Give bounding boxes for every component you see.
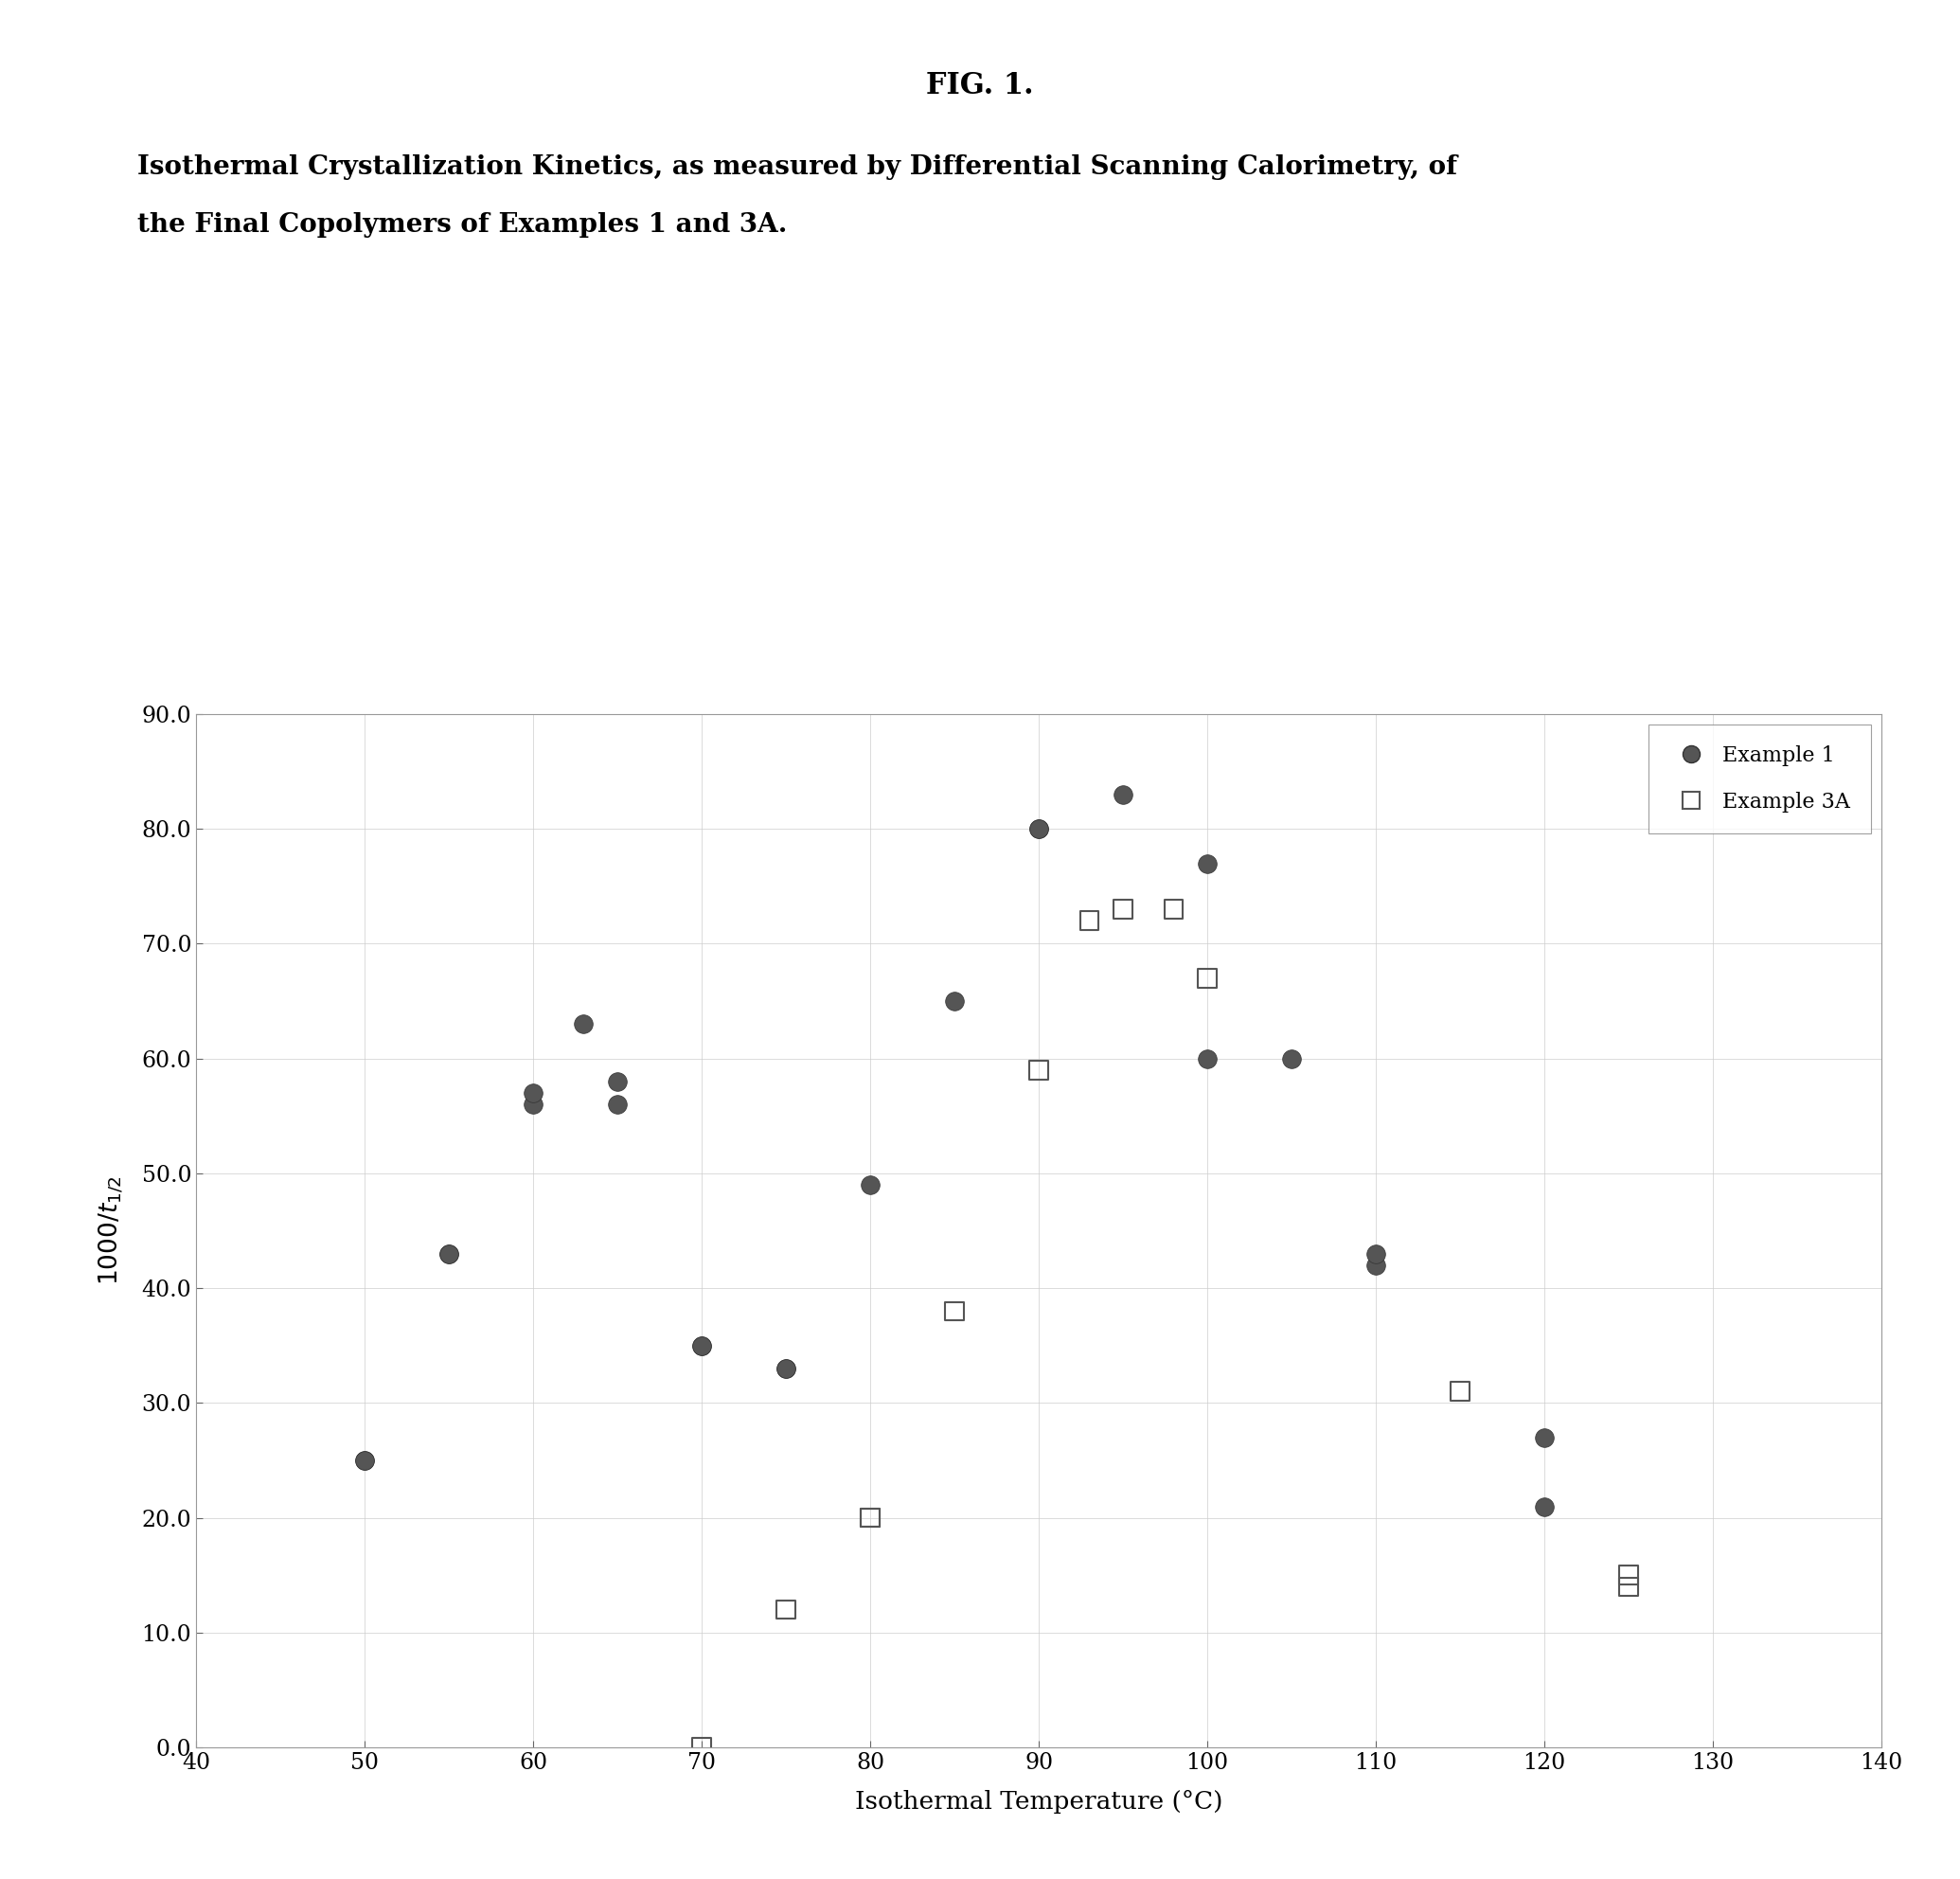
Y-axis label: $1000/t_{1/2}$: $1000/t_{1/2}$: [98, 1176, 125, 1285]
Text: FIG. 1.: FIG. 1.: [927, 71, 1033, 101]
Example 1: [855, 1171, 886, 1201]
Example 3A: [1023, 1054, 1054, 1084]
Example 1: [349, 1445, 380, 1475]
Example 3A: [1613, 1571, 1644, 1601]
Example 1: [770, 1353, 802, 1383]
Example 3A: [855, 1503, 886, 1533]
Example 3A: [1445, 1377, 1476, 1407]
Example 3A: [1107, 894, 1139, 924]
Example 3A: [1158, 894, 1190, 924]
Legend: Example 1, Example 3A: Example 1, Example 3A: [1648, 725, 1872, 834]
Example 1: [1276, 1043, 1307, 1073]
Example 1: [686, 1330, 717, 1360]
Example 3A: [770, 1595, 802, 1625]
Text: Isothermal Crystallization Kinetics, as measured by Differential Scanning Calori: Isothermal Crystallization Kinetics, as …: [137, 154, 1456, 180]
Example 1: [1023, 814, 1054, 844]
Example 1: [1360, 1250, 1392, 1280]
Example 1: [1529, 1422, 1560, 1452]
Example 1: [517, 1079, 549, 1109]
Example 3A: [686, 1732, 717, 1763]
Example 1: [1023, 814, 1054, 844]
Example 1: [1192, 847, 1223, 877]
Example 1: [433, 1238, 465, 1268]
Example 1: [568, 1009, 600, 1039]
Text: the Final Copolymers of Examples 1 and 3A.: the Final Copolymers of Examples 1 and 3…: [137, 212, 788, 239]
Example 1: [1192, 1043, 1223, 1073]
Example 1: [1529, 1492, 1560, 1522]
Example 3A: [939, 1297, 970, 1327]
Example 1: [1360, 1238, 1392, 1268]
Example 3A: [855, 1503, 886, 1533]
Example 1: [770, 1353, 802, 1383]
Example 1: [1107, 780, 1139, 810]
Example 1: [349, 1445, 380, 1475]
Example 1: [517, 1090, 549, 1120]
Example 3A: [1192, 964, 1223, 994]
Example 3A: [1074, 906, 1105, 936]
Example 3A: [1613, 1560, 1644, 1590]
Example 1: [686, 1330, 717, 1360]
Example 1: [602, 1090, 633, 1120]
Example 1: [602, 1067, 633, 1097]
X-axis label: Isothermal Temperature (°C): Isothermal Temperature (°C): [855, 1789, 1223, 1813]
Example 1: [939, 986, 970, 1017]
Example 1: [433, 1238, 465, 1268]
